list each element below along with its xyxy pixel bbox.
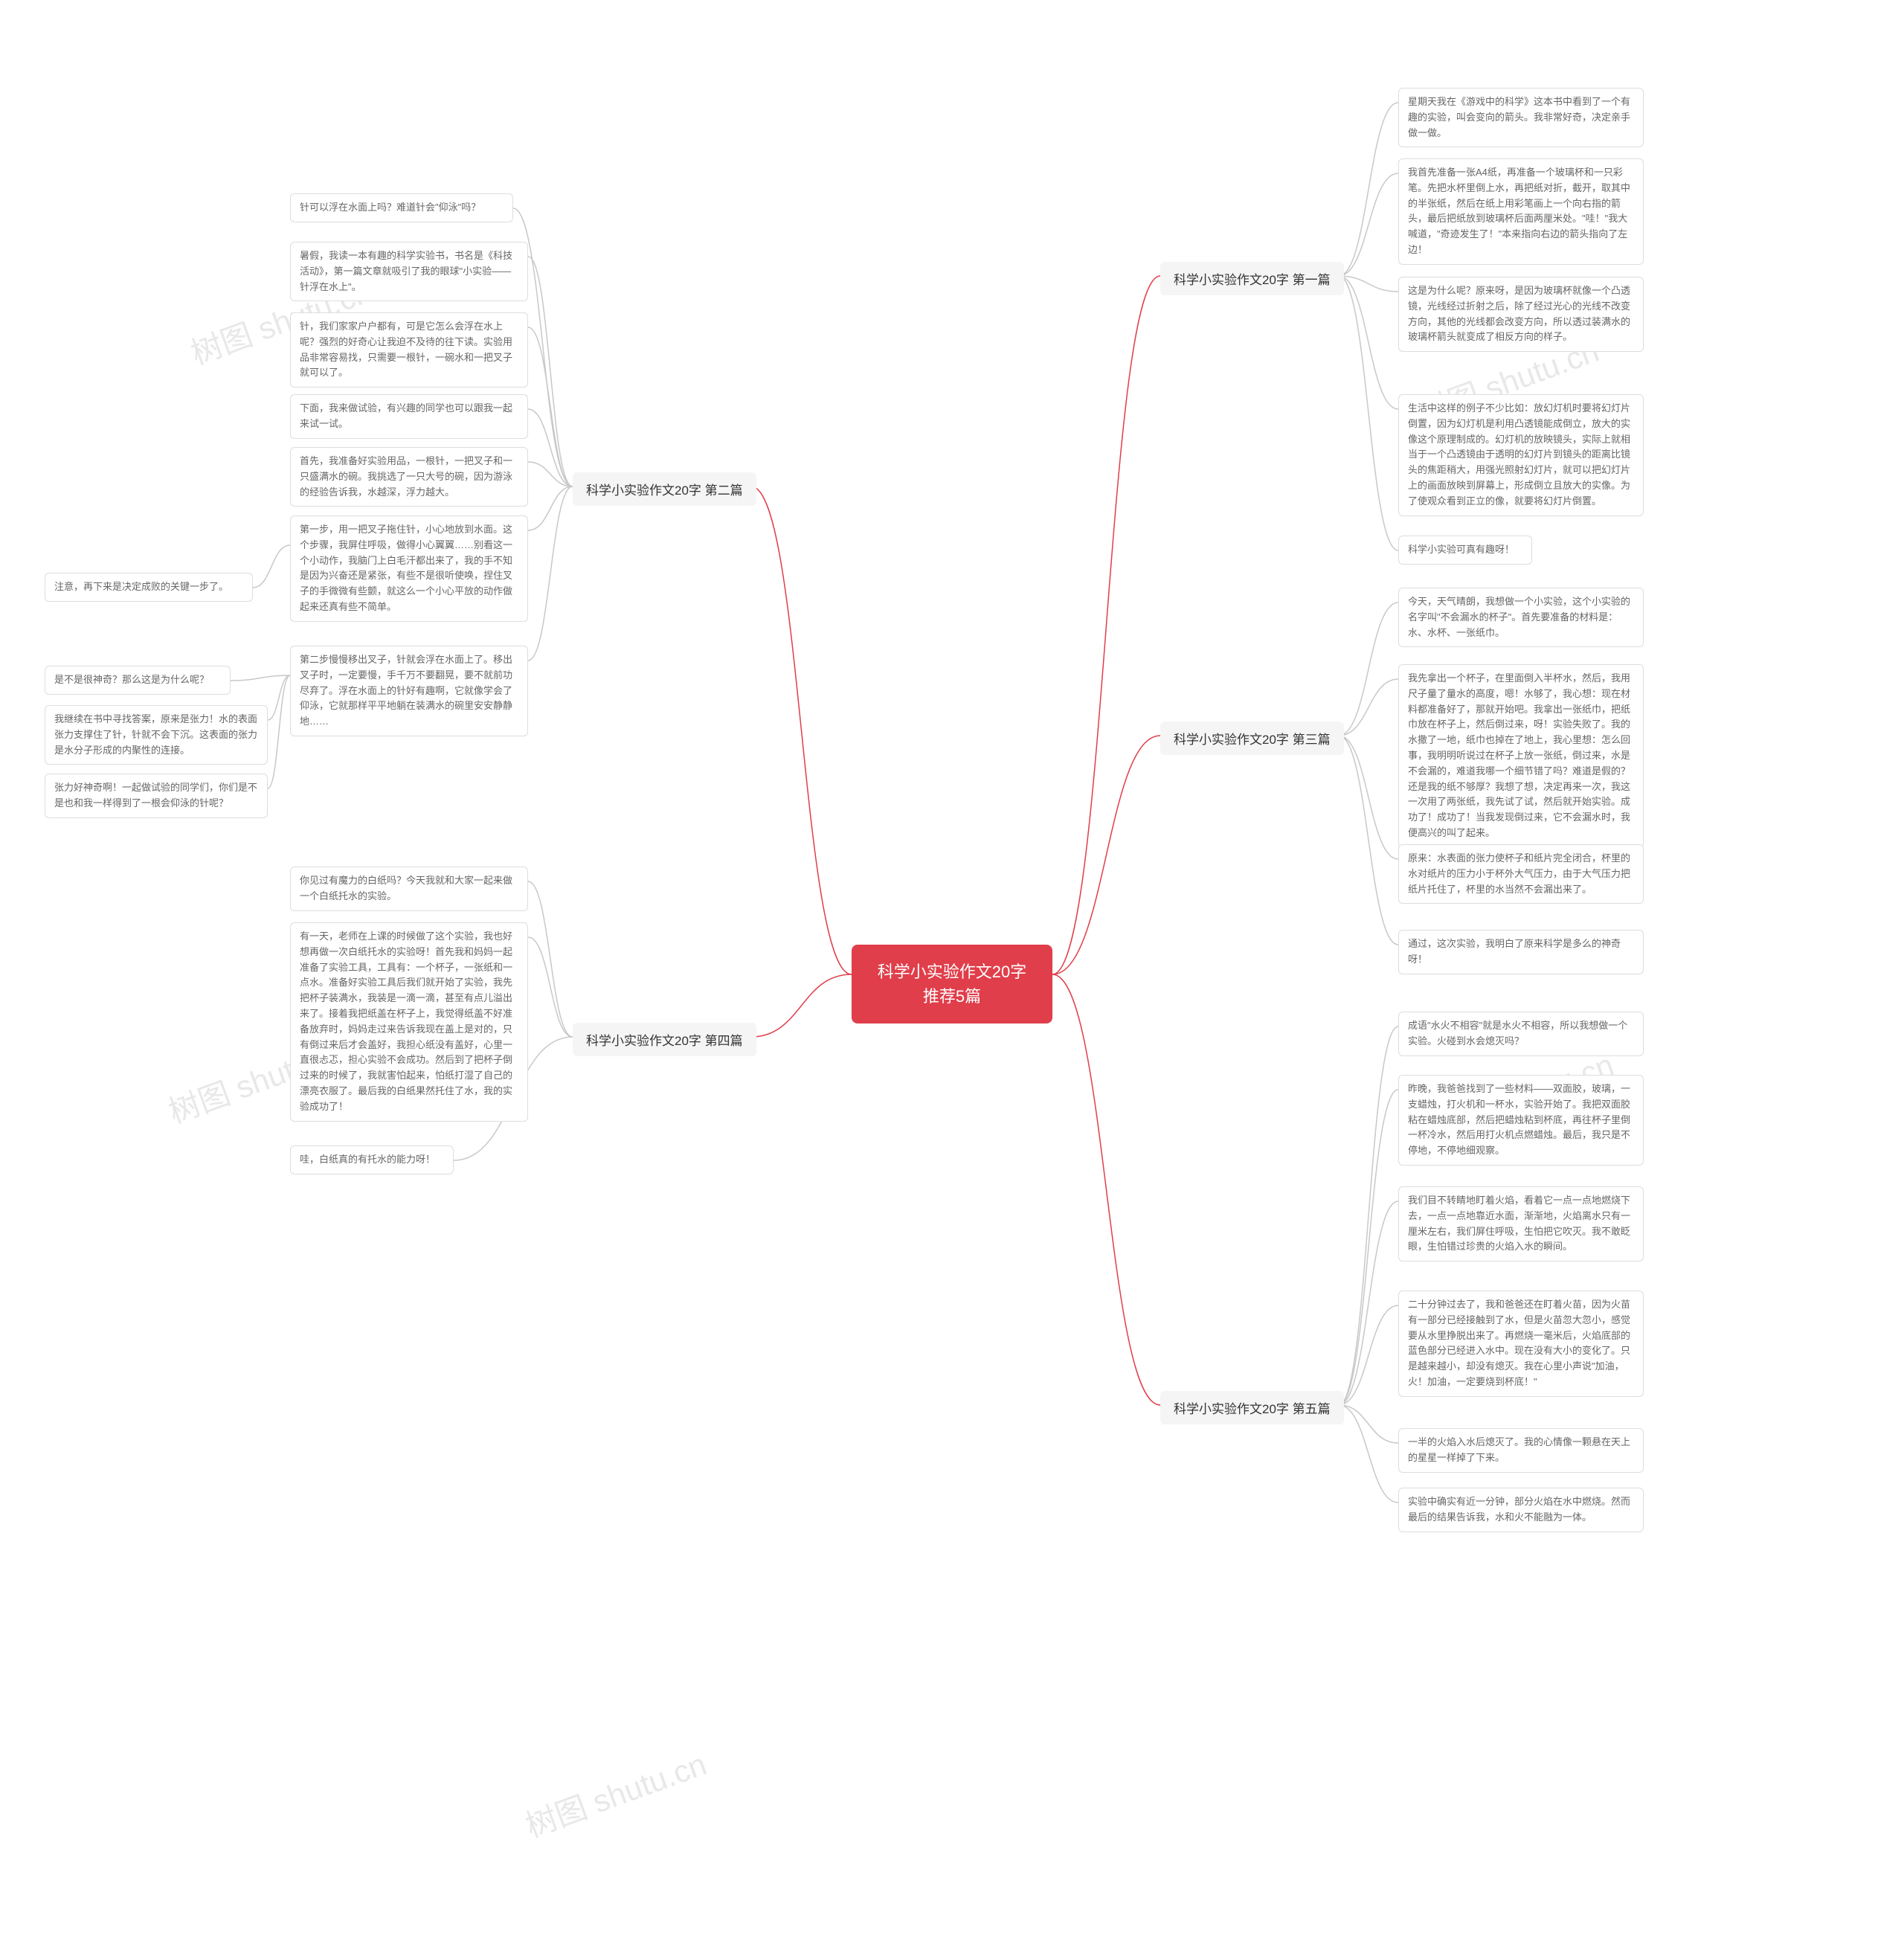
branch-node-b4: 科学小实验作文20字 第四篇: [573, 1023, 756, 1056]
center-node: 科学小实验作文20字推荐5篇: [852, 945, 1052, 1023]
leaf-node: 第二步慢慢移出叉子，针就会浮在水面上了。移出叉子时，一定要慢，手千万不要翻晃，要…: [290, 646, 528, 736]
leaf-node: 哇，白纸真的有托水的能力呀！: [290, 1145, 454, 1174]
leaf-node: 成语"水火不相容"就是水火不相容，所以我想做一个实验。火碰到水会熄灭吗？: [1398, 1012, 1644, 1056]
leaf-node: 有一天，老师在上课的时候做了这个实验，我也好想再做一次白纸托水的实验呀！首先我和…: [290, 922, 528, 1122]
leaf-node: 生活中这样的例子不少比如：放幻灯机时要将幻灯片倒置，因为幻灯机是利用凸透镜能成倒…: [1398, 394, 1644, 516]
leaf-node: 这是为什么呢？原来呀，是因为玻璃杯就像一个凸透镜，光线经过折射之后，除了经过光心…: [1398, 277, 1644, 352]
sub-leaf-node: 是不是很神奇？那么这是为什么呢？: [45, 666, 231, 695]
sub-leaf-node: 注意，再下来是决定成败的关键一步了。: [45, 573, 253, 602]
branch-node-b3: 科学小实验作文20字 第三篇: [1160, 721, 1344, 755]
leaf-node: 昨晚，我爸爸找到了一些材料——双面胶，玻璃，一支蜡烛，打火机和一杯水，实验开始了…: [1398, 1075, 1644, 1166]
leaf-node: 我首先准备一张A4纸，再准备一个玻璃杯和一只彩笔。先把水杯里倒上水，再把纸对折，…: [1398, 158, 1644, 265]
leaf-node: 今天，天气晴朗，我想做一个小实验，这个小实验的名字叫"不会漏水的杯子"。首先要准…: [1398, 588, 1644, 647]
leaf-node: 首先，我准备好实验用品，一根针，一把叉子和一只盛满水的碗。我挑选了一只大号的碗，…: [290, 447, 528, 507]
sub-leaf-node: 我继续在书中寻找答案，原来是张力！水的表面张力支撑住了针，针就不会下沉。这表面的…: [45, 705, 268, 765]
leaf-node: 科学小实验可真有趣呀！: [1398, 536, 1532, 565]
branch-node-b1: 科学小实验作文20字 第一篇: [1160, 262, 1344, 295]
leaf-node: 暑假，我读一本有趣的科学实验书，书名是《科技活动》，第一篇文章就吸引了我的眼球"…: [290, 242, 528, 301]
sub-leaf-node: 张力好神奇啊！一起做试验的同学们，你们是不是也和我一样得到了一根会仰泳的针呢？: [45, 774, 268, 818]
leaf-node: 星期天我在《游戏中的科学》这本书中看到了一个有趣的实验，叫会变向的箭头。我非常好…: [1398, 88, 1644, 147]
leaf-node: 实验中确实有近一分钟，部分火焰在水中燃烧。然而最后的结果告诉我，水和火不能融为一…: [1398, 1488, 1644, 1532]
branch-node-b5: 科学小实验作文20字 第五篇: [1160, 1391, 1344, 1424]
leaf-node: 第一步，用一把叉子拖住针，小心地放到水面。这个步骤，我屏住呼吸，做得小心翼翼………: [290, 515, 528, 622]
leaf-node: 你见过有魔力的白纸吗？今天我就和大家一起来做一个白纸托水的实验。: [290, 867, 528, 911]
leaf-node: 通过，这次实验，我明白了原来科学是多么的神奇呀！: [1398, 930, 1644, 974]
leaf-node: 下面，我来做试验，有兴趣的同学也可以跟我一起来试一试。: [290, 394, 528, 439]
leaf-node: 原来：水表面的张力使杯子和纸片完全闭合，杯里的水对纸片的压力小于杯外大气压力，由…: [1398, 844, 1644, 904]
leaf-node: 二十分钟过去了，我和爸爸还在盯着火苗，因为火苗有一部分已经接触到了水，但是火苗忽…: [1398, 1291, 1644, 1397]
leaf-node: 一半的火焰入水后熄灭了。我的心情像一颗悬在天上的星星一样掉了下来。: [1398, 1428, 1644, 1473]
leaf-node: 我先拿出一个杯子，在里面倒入半杯水，然后，我用尺子量了量水的高度，嗯！水够了，我…: [1398, 664, 1644, 848]
leaf-node: 针可以浮在水面上吗？难道针会"仰泳"吗？: [290, 193, 513, 222]
watermark: 树图 shutu.cn: [518, 1739, 712, 1846]
branch-node-b2: 科学小实验作文20字 第二篇: [573, 472, 756, 506]
leaf-node: 针，我们家家户户都有，可是它怎么会浮在水上呢？强烈的好奇心让我迫不及待的往下读。…: [290, 312, 528, 388]
leaf-node: 我们目不转睛地盯着火焰，看着它一点一点地燃烧下去，一点一点地靠近水面，渐渐地，火…: [1398, 1186, 1644, 1262]
